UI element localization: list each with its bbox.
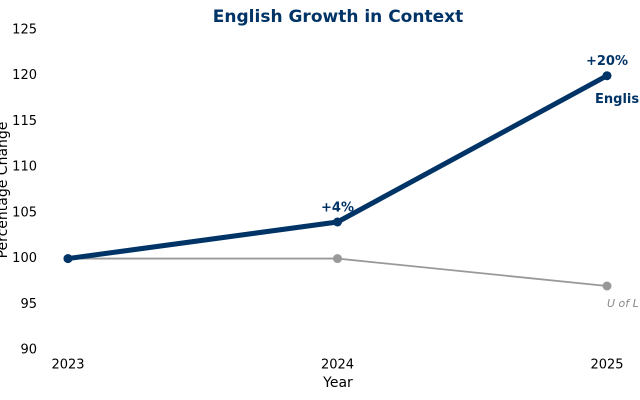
x-tick-label: 2024: [321, 358, 354, 373]
x-tick-label: 2023: [51, 358, 84, 373]
y-tick-label: 115: [12, 114, 37, 129]
data-point: [63, 254, 73, 264]
data-point: [602, 71, 612, 81]
y-axis-label: Percentage Change: [0, 122, 11, 259]
annotation: +4%: [321, 201, 354, 216]
y-tick-label: 95: [20, 297, 37, 312]
data-point: [602, 281, 612, 291]
annotation: +20%: [586, 54, 628, 69]
chart-title: English Growth in Context: [213, 7, 463, 27]
y-tick-label: 105: [12, 205, 37, 220]
series-label: English: [595, 92, 640, 107]
data-point: [333, 217, 342, 227]
y-tick-label: 100: [12, 251, 37, 266]
x-axis-label: Year: [322, 375, 353, 391]
data-point: [333, 254, 342, 264]
series-label: U of L: [607, 297, 639, 310]
y-tick-label: 125: [12, 23, 37, 38]
y-tick-label: 90: [20, 343, 37, 358]
x-tick-label: 2025: [590, 358, 623, 373]
y-tick-label: 110: [12, 160, 37, 175]
series-line: [67, 73, 609, 262]
y-tick-label: 120: [12, 68, 37, 83]
